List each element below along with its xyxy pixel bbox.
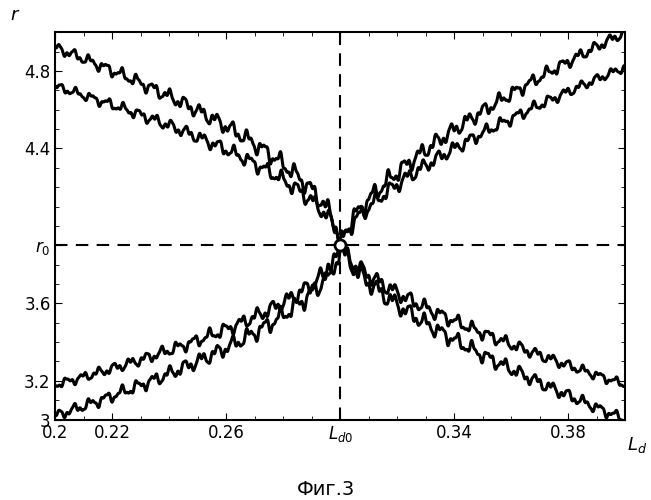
X-axis label: $L_d$: $L_d$ <box>627 435 647 455</box>
Y-axis label: $r$: $r$ <box>10 6 21 25</box>
Text: Фиг.3: Фиг.3 <box>296 480 355 499</box>
